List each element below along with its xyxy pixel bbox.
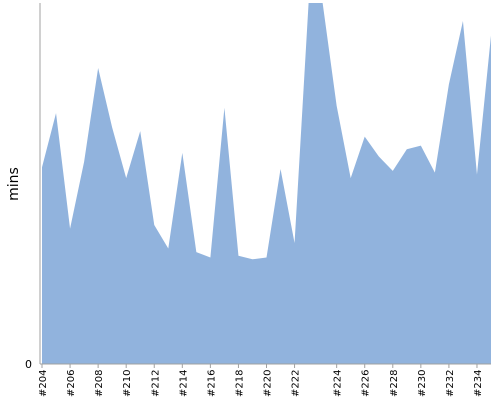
x-tick-label: #204 <box>38 370 49 397</box>
x-tick-label: #208 <box>94 370 105 397</box>
y-axis-label: mins <box>6 167 22 201</box>
x-tick-label: #206 <box>66 370 77 397</box>
axes: 0 #204 #206 #208 #210 #212 #214 #216 #218 #220 #22… <box>25 3 491 397</box>
x-tick-label: #224 <box>333 370 344 397</box>
x-tick-label: #222 <box>291 370 302 397</box>
x-tick-label: #230 <box>417 370 428 397</box>
x-tick-label: #218 <box>234 370 245 397</box>
x-tick-label: #210 <box>122 370 133 397</box>
x-tick-label: #232 <box>445 370 456 397</box>
x-tick-label: #226 <box>361 370 372 397</box>
x-tick-label: #214 <box>178 370 189 397</box>
plot-area <box>42 3 491 364</box>
y-tick-label: 0 <box>25 358 32 371</box>
area-series <box>42 3 491 364</box>
x-tick-label: #234 <box>473 370 484 397</box>
x-tick-label: #212 <box>150 370 161 397</box>
x-tick-label: #216 <box>206 370 217 397</box>
x-tick-label: #228 <box>389 370 400 397</box>
x-tick-label: #220 <box>263 370 274 397</box>
